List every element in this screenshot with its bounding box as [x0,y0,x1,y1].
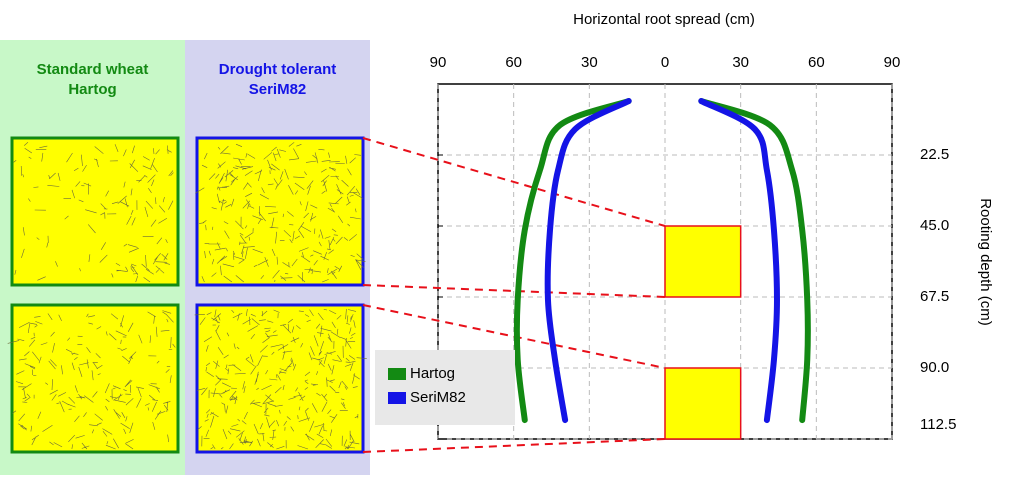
root-texture [195,142,366,283]
legend-background [375,350,515,425]
y-tick-label: 45.0 [920,217,949,234]
legend-label: SeriM82 [410,389,466,406]
y-tick-label: 22.5 [920,146,949,163]
sample-image [195,303,365,454]
y-axis-title: Rooting depth (cm) [977,198,994,326]
x-tick-label: 30 [732,54,749,71]
root-texture [13,141,174,283]
sample-image [10,303,180,454]
x-tick-label: 60 [808,54,825,71]
legend-swatch [388,392,406,404]
series-line [513,98,811,424]
y-tick-label: 67.5 [920,288,949,305]
sample-image [10,136,180,287]
x-tick-label: 90 [430,54,447,71]
x-tick-label: 0 [661,54,669,71]
panel-title: SeriM82 [249,81,307,98]
root-texture [194,308,367,450]
panel-title: Hartog [68,81,116,98]
x-tick-label: 30 [581,54,598,71]
connector [362,438,666,453]
x-tick-label: 90 [884,54,901,71]
sample-region [664,367,742,440]
y-tick-label: 90.0 [920,359,949,376]
legend-label: Hartog [410,365,455,382]
legend-swatch [388,368,406,380]
x-tick-label: 60 [505,54,522,71]
series-line [544,98,780,424]
panel-title: Drought tolerant [219,61,337,78]
y-tick-label: 112.5 [920,416,956,433]
connector [362,137,666,227]
root-texture [7,310,176,450]
x-axis-title: Horizontal root spread (cm) [573,11,755,28]
sample-region [664,225,742,298]
panel-title: Standard wheat [37,61,149,78]
sample-image [195,136,365,287]
